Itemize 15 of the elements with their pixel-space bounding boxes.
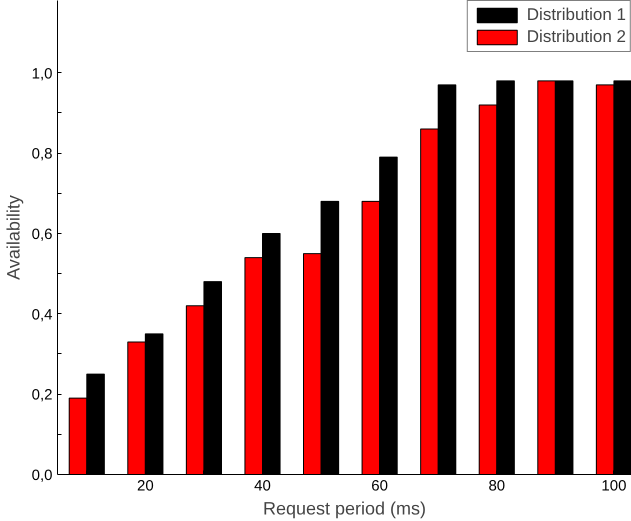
x-tick-label: 20 [137, 478, 154, 494]
y-axis-title: Availability [4, 195, 24, 280]
y-tick-label: 0,4 [32, 306, 53, 324]
y-tick-label: 1,0 [32, 65, 53, 82]
x-tick-label: 40 [254, 478, 271, 494]
x-axis-title: Request period (ms) [262, 498, 426, 518]
y-tick-label: 0,6 [32, 226, 53, 243]
y-tick-label: 0,0 [32, 467, 53, 484]
x-tick-label: 100 [601, 478, 626, 494]
y-tick-label: 0,2 [32, 386, 53, 404]
legend-label: Distribution 2 [526, 27, 626, 47]
y-tick-label: 0,8 [32, 146, 53, 163]
x-tick-label: 60 [371, 478, 388, 494]
legend-label: Distribution 1 [526, 5, 626, 25]
x-tick-label: 80 [488, 478, 506, 494]
